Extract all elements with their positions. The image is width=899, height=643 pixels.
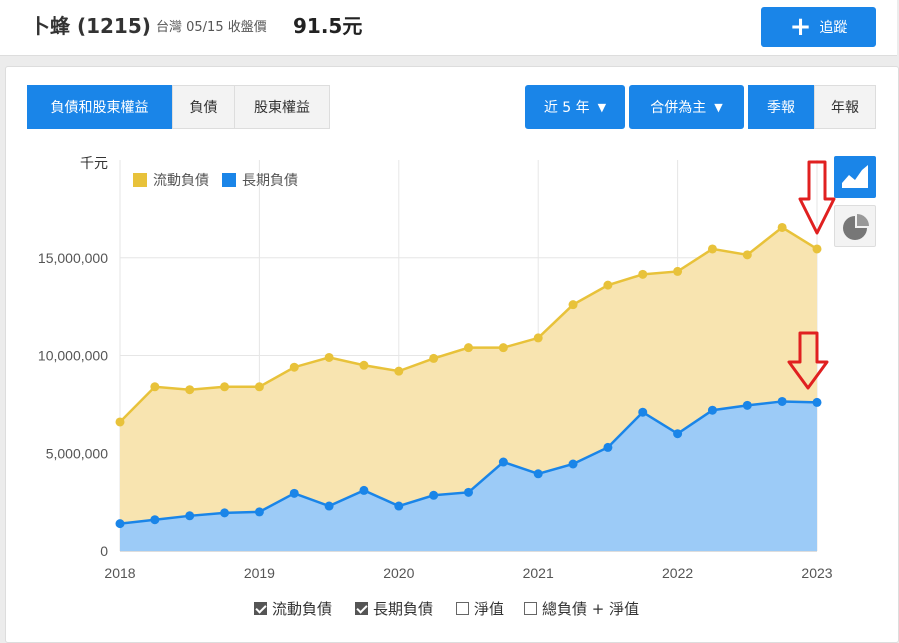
point-longterm-liabilities (254, 507, 264, 517)
checkbox[interactable] (254, 602, 267, 615)
point-current-liabilities (150, 382, 160, 392)
point-longterm-liabilities (812, 397, 822, 407)
x-axis-labels: 2018 2019 2020 2021 2022 2023 (104, 565, 832, 581)
point-longterm-liabilities (185, 511, 195, 521)
point-longterm-liabilities (115, 519, 125, 529)
point-current-liabilities (673, 266, 683, 276)
red-down-arrow (798, 160, 836, 235)
point-current-liabilities (289, 362, 299, 372)
point-current-liabilities (777, 222, 787, 232)
tab-liabilities[interactable]: 負債 (172, 85, 235, 129)
point-current-liabilities (533, 333, 543, 343)
y-tick-label: 15,000,000 (38, 250, 108, 266)
x-tick-label: 2021 (523, 565, 554, 581)
point-longterm-liabilities (220, 508, 230, 518)
x-tick-label: 2020 (383, 565, 414, 581)
x-tick-label: 2018 (104, 565, 135, 581)
legend-current-swatch (133, 173, 147, 187)
area-longterm-liabilities (120, 401, 817, 551)
legend-longterm-swatch (222, 173, 236, 187)
point-longterm-liabilities (707, 405, 717, 415)
point-current-liabilities (115, 417, 125, 427)
toggle-total-liabilities-net-worth[interactable]: 總負債 + 淨值 (524, 598, 639, 619)
unit-label: 千元 (80, 155, 108, 171)
tab-annual[interactable]: 年報 (814, 85, 876, 129)
point-current-liabilities (812, 244, 822, 254)
tab-quarterly[interactable]: 季報 (748, 85, 814, 129)
consolidation-dropdown[interactable]: 合併為主 ▼ (629, 85, 744, 129)
closing-price: 91.5元 (293, 14, 363, 38)
checkbox[interactable] (456, 602, 469, 615)
point-current-liabilities (359, 360, 369, 370)
point-longterm-liabilities (673, 429, 683, 439)
point-current-liabilities (254, 382, 264, 392)
point-longterm-liabilities (603, 442, 613, 452)
legend-longterm-label: 長期負債 (242, 172, 298, 188)
period-dropdown[interactable]: 近 5 年 ▼ (525, 85, 625, 129)
y-axis-labels: 0 5,000,000 10,000,000 15,000,000 (38, 250, 108, 559)
chart-points (115, 222, 822, 529)
point-longterm-liabilities (777, 396, 787, 406)
toggle-current-liabilities[interactable]: 流動負債 (254, 598, 332, 619)
point-current-liabilities (638, 269, 648, 279)
point-longterm-liabilities (568, 459, 578, 469)
point-longterm-liabilities (394, 501, 404, 511)
point-longterm-liabilities (498, 457, 508, 467)
point-current-liabilities (394, 366, 404, 376)
point-longterm-liabilities (464, 487, 473, 497)
point-current-liabilities (568, 300, 578, 310)
tab-liabilities-equity[interactable]: 負債和股東權益 (27, 85, 172, 129)
point-longterm-liabilities (429, 490, 439, 500)
point-longterm-liabilities (359, 485, 369, 495)
area-chart-icon (842, 165, 868, 188)
chevron-down-icon: ▼ (714, 100, 723, 114)
point-current-liabilities (464, 343, 473, 353)
checkbox[interactable] (355, 602, 368, 615)
checkbox[interactable] (524, 602, 537, 615)
legend-current-label: 流動負債 (153, 172, 209, 188)
x-tick-label: 2022 (662, 565, 693, 581)
point-longterm-liabilities (150, 515, 160, 525)
y-tick-label: 5,000,000 (46, 445, 108, 461)
x-tick-label: 2023 (801, 565, 832, 581)
point-current-liabilities (429, 353, 439, 363)
chart-areas (120, 227, 817, 551)
point-current-liabilities (185, 385, 195, 395)
point-longterm-liabilities (533, 469, 543, 479)
follow-label: 追蹤 (819, 20, 848, 36)
plus-icon: + (789, 12, 812, 42)
x-tick-label: 2019 (244, 565, 275, 581)
y-tick-label: 0 (100, 543, 108, 559)
follow-button[interactable]: + 追蹤 (761, 7, 876, 47)
point-current-liabilities (498, 343, 508, 353)
pie-chart-icon (843, 214, 869, 240)
pie-chart-button[interactable] (834, 205, 876, 247)
red-down-arrow (787, 331, 829, 390)
header-bar: 卜蜂 (1215) 台灣 05/15 收盤價 91.5元 + 追蹤 (0, 0, 897, 56)
area-chart-button[interactable] (834, 156, 876, 198)
point-longterm-liabilities (324, 501, 334, 511)
point-current-liabilities (603, 280, 613, 290)
point-longterm-liabilities (638, 407, 648, 417)
toggle-net-worth[interactable]: 淨值 (456, 598, 504, 619)
toggle-longterm-liabilities[interactable]: 長期負債 (355, 598, 433, 619)
tab-equity[interactable]: 股東權益 (234, 85, 330, 129)
point-longterm-liabilities (289, 488, 299, 498)
y-tick-label: 10,000,000 (38, 348, 108, 364)
point-current-liabilities (220, 382, 230, 392)
market-date: 台灣 05/15 收盤價 (156, 20, 267, 35)
point-current-liabilities (742, 250, 752, 260)
chevron-down-icon: ▼ (597, 100, 607, 114)
point-longterm-liabilities (742, 400, 752, 410)
stock-name: 卜蜂 (1215) (30, 14, 151, 38)
point-current-liabilities (324, 352, 334, 362)
point-current-liabilities (707, 244, 717, 254)
